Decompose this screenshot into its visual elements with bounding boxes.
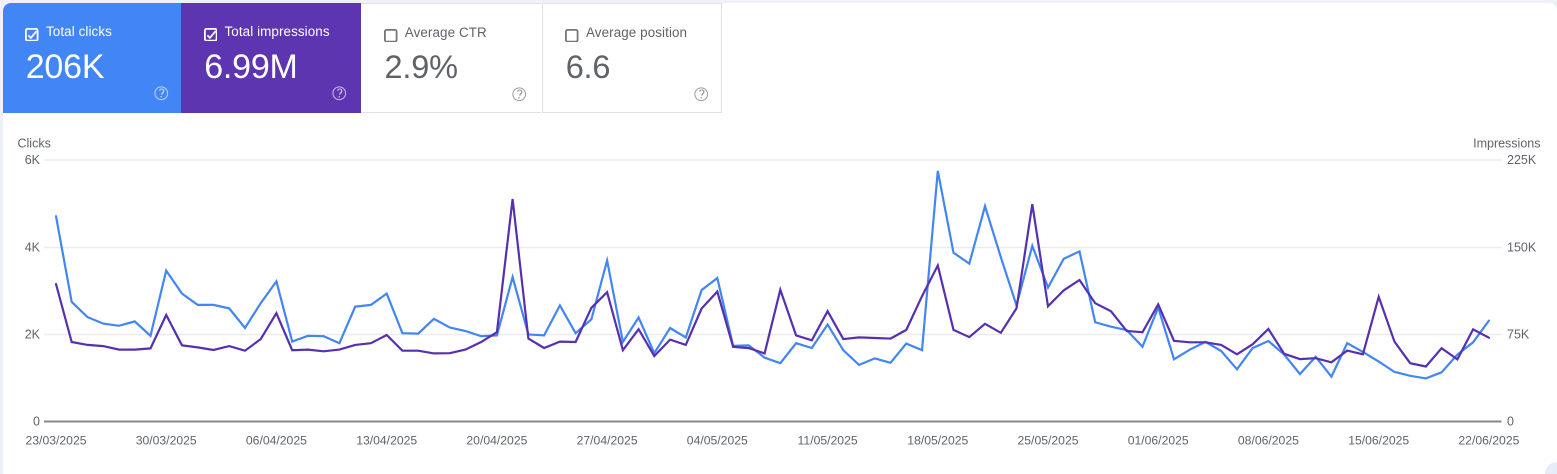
- svg-text:75K: 75K: [1507, 328, 1530, 342]
- svg-text:18/05/2025: 18/05/2025: [907, 434, 968, 448]
- svg-text:150K: 150K: [1507, 241, 1537, 255]
- svg-text:30/03/2025: 30/03/2025: [136, 434, 197, 448]
- svg-text:4K: 4K: [25, 241, 41, 255]
- svg-text:27/04/2025: 27/04/2025: [577, 434, 638, 448]
- svg-text:13/04/2025: 13/04/2025: [356, 434, 417, 448]
- svg-text:6K: 6K: [25, 153, 41, 167]
- svg-text:25/05/2025: 25/05/2025: [1018, 434, 1079, 448]
- svg-text:Impressions: Impressions: [1473, 137, 1540, 151]
- svg-text:22/06/2025: 22/06/2025: [1458, 434, 1519, 448]
- svg-text:11/05/2025: 11/05/2025: [798, 434, 858, 448]
- svg-text:01/06/2025: 01/06/2025: [1128, 434, 1189, 448]
- svg-text:0: 0: [33, 415, 40, 429]
- svg-text:23/03/2025: 23/03/2025: [26, 434, 87, 448]
- svg-text:15/06/2025: 15/06/2025: [1348, 434, 1409, 448]
- svg-text:04/05/2025: 04/05/2025: [687, 434, 748, 448]
- svg-text:Clicks: Clicks: [18, 137, 51, 151]
- svg-text:08/06/2025: 08/06/2025: [1238, 434, 1299, 448]
- svg-text:06/04/2025: 06/04/2025: [246, 434, 307, 448]
- svg-text:20/04/2025: 20/04/2025: [466, 434, 527, 448]
- svg-text:2K: 2K: [25, 328, 41, 342]
- svg-text:0: 0: [1507, 415, 1514, 429]
- svg-text:225K: 225K: [1507, 153, 1537, 167]
